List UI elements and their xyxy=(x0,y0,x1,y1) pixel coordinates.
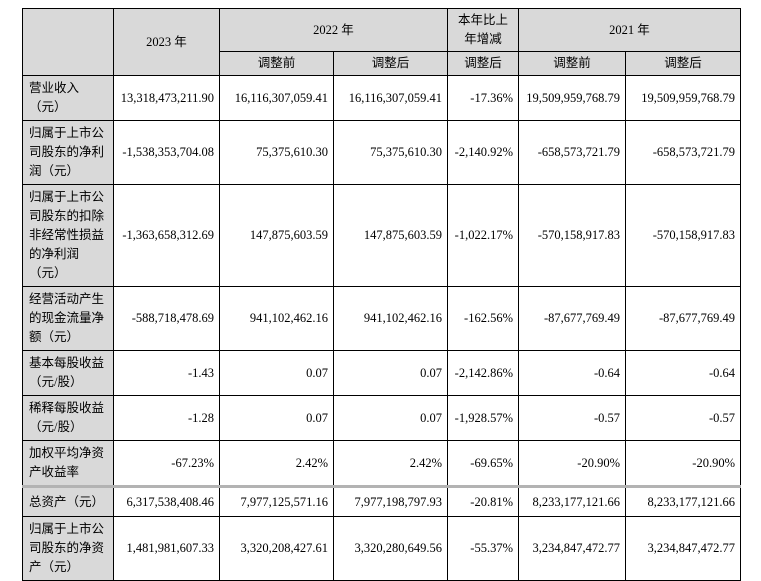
row-label: 基本每股收益 （元/股） xyxy=(22,350,114,396)
row-label: 总资产（元） xyxy=(22,485,114,517)
cell-value: -570,158,917.83 xyxy=(625,184,741,287)
cell-value: 7,977,198,797.93 xyxy=(333,485,448,517)
row-label: 营业收入 （元） xyxy=(22,75,114,121)
cell-value: 0.07 xyxy=(333,395,448,441)
cell-value: -2,140.92% xyxy=(447,120,519,185)
cell-value: 7,977,125,571.16 xyxy=(219,485,334,517)
cell-value: 3,320,208,427.61 xyxy=(219,516,334,581)
cell-value: 3,320,280,649.56 xyxy=(333,516,448,581)
subheader-2022-after: 调整后 xyxy=(333,51,448,76)
cell-value: -20.90% xyxy=(518,440,626,487)
cell-value: -1.28 xyxy=(113,395,220,441)
row-label: 归属于上市公 司股东的净资 产（元） xyxy=(22,516,114,581)
table-row-net-assets: 归属于上市公 司股东的净资 产（元） 1,481,981,607.33 3,32… xyxy=(22,516,741,581)
cell-value: 19,509,959,768.79 xyxy=(518,75,626,121)
cell-value: -67.23% xyxy=(113,440,220,487)
cell-value: -69.65% xyxy=(447,440,519,487)
col-header-2023: 2023 年 xyxy=(113,8,220,76)
cell-value: 147,875,603.59 xyxy=(219,184,334,287)
cell-value: 0.07 xyxy=(333,350,448,396)
header-row-top: 2023 年 2022 年 本年比上 年增减 2021 年 xyxy=(22,8,741,76)
table-row-total-assets: 总资产（元） 6,317,538,408.46 7,977,125,571.16… xyxy=(22,485,741,517)
cell-value: 2.42% xyxy=(333,440,448,487)
cell-value: 6,317,538,408.46 xyxy=(113,485,220,517)
cell-value: 1,481,981,607.33 xyxy=(113,516,220,581)
cell-value: -0.57 xyxy=(625,395,741,441)
cell-value: 16,116,307,059.41 xyxy=(219,75,334,121)
cell-value: -20.81% xyxy=(447,485,519,517)
cell-value: -1.43 xyxy=(113,350,220,396)
table-row-net-profit-deducted: 归属于上市公 司股东的扣除 非经常性损益 的净利润 （元） -1,363,658… xyxy=(22,184,741,287)
cell-value: -87,677,769.49 xyxy=(518,286,626,351)
col-header-2021: 2021 年 xyxy=(518,8,741,52)
row-label: 归属于上市公 司股东的扣除 非经常性损益 的净利润 （元） xyxy=(22,184,114,287)
subheader-2022-before: 调整前 xyxy=(219,51,334,76)
cell-value: -1,363,658,312.69 xyxy=(113,184,220,287)
financial-summary-table: 2023 年 2022 年 本年比上 年增减 2021 年 调整前 调整后 调整… xyxy=(22,8,741,581)
col-header-change: 本年比上 年增减 xyxy=(447,8,519,52)
row-label: 归属于上市公 司股东的净利 润（元） xyxy=(22,120,114,185)
cell-value: -0.64 xyxy=(625,350,741,396)
table-row-weighted-roe: 加权平均净资 产收益率 -67.23% 2.42% 2.42% -69.65% … xyxy=(22,440,741,487)
cell-value: -87,677,769.49 xyxy=(625,286,741,351)
cell-value: -658,573,721.79 xyxy=(625,120,741,185)
cell-value: 75,375,610.30 xyxy=(333,120,448,185)
corner-cell xyxy=(22,8,114,76)
table-row-basic-eps: 基本每股收益 （元/股） -1.43 0.07 0.07 -2,142.86% … xyxy=(22,350,741,396)
table-row-net-profit: 归属于上市公 司股东的净利 润（元） -1,538,353,704.08 75,… xyxy=(22,120,741,185)
cell-value: -570,158,917.83 xyxy=(518,184,626,287)
cell-value: 19,509,959,768.79 xyxy=(625,75,741,121)
cell-value: 3,234,847,472.77 xyxy=(518,516,626,581)
cell-value: -162.56% xyxy=(447,286,519,351)
table-row-operating-cashflow: 经营活动产生 的现金流量净 额（元） -588,718,478.69 941,1… xyxy=(22,286,741,351)
cell-value: 8,233,177,121.66 xyxy=(625,485,741,517)
cell-value: -0.64 xyxy=(518,350,626,396)
cell-value: -588,718,478.69 xyxy=(113,286,220,351)
cell-value: 75,375,610.30 xyxy=(219,120,334,185)
cell-value: -2,142.86% xyxy=(447,350,519,396)
row-label: 稀释每股收益 （元/股） xyxy=(22,395,114,441)
subheader-change-after: 调整后 xyxy=(447,51,519,76)
subheader-2021-after: 调整后 xyxy=(625,51,741,76)
cell-value: 2.42% xyxy=(219,440,334,487)
cell-value: -1,538,353,704.08 xyxy=(113,120,220,185)
row-label: 加权平均净资 产收益率 xyxy=(22,440,114,487)
cell-value: -55.37% xyxy=(447,516,519,581)
cell-value: -1,022.17% xyxy=(447,184,519,287)
cell-value: 3,234,847,472.77 xyxy=(625,516,741,581)
cell-value: -658,573,721.79 xyxy=(518,120,626,185)
table-row-diluted-eps: 稀释每股收益 （元/股） -1.28 0.07 0.07 -1,928.57% … xyxy=(22,395,741,441)
cell-value: -20.90% xyxy=(625,440,741,487)
cell-value: 941,102,462.16 xyxy=(333,286,448,351)
cell-value: 0.07 xyxy=(219,350,334,396)
cell-value: 147,875,603.59 xyxy=(333,184,448,287)
cell-value: -17.36% xyxy=(447,75,519,121)
subheader-2021-before: 调整前 xyxy=(518,51,626,76)
cell-value: 8,233,177,121.66 xyxy=(518,485,626,517)
row-label: 经营活动产生 的现金流量净 额（元） xyxy=(22,286,114,351)
cell-value: 0.07 xyxy=(219,395,334,441)
table-row-revenue: 营业收入 （元） 13,318,473,211.90 16,116,307,05… xyxy=(22,75,741,121)
cell-value: 941,102,462.16 xyxy=(219,286,334,351)
cell-value: 16,116,307,059.41 xyxy=(333,75,448,121)
col-header-2022: 2022 年 xyxy=(219,8,448,52)
cell-value: -0.57 xyxy=(518,395,626,441)
header-row-sub: 调整前 调整后 调整后 调整前 调整后 xyxy=(23,51,741,76)
cell-value: -1,928.57% xyxy=(447,395,519,441)
cell-value: 13,318,473,211.90 xyxy=(113,75,220,121)
